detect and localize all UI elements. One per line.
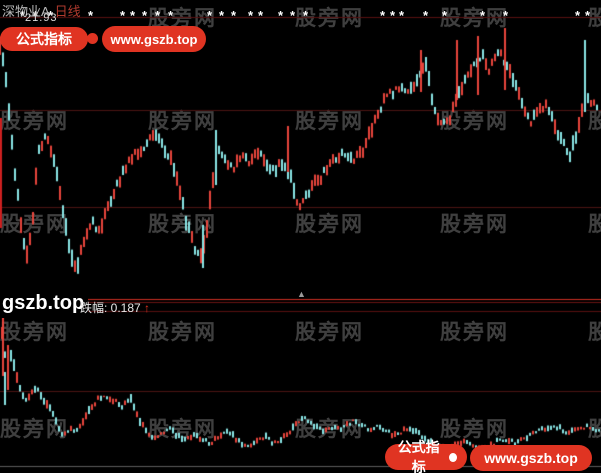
chart-title: 深物业A 日线 bbox=[2, 1, 81, 20]
site-name-label: gszb.top bbox=[0, 291, 89, 318]
formula-indicator-label: 公式指标 bbox=[397, 439, 440, 473]
red-dot-icon bbox=[87, 33, 98, 44]
site-url-badge-top[interactable]: www.gszb.top bbox=[102, 26, 206, 52]
indicator-value-label: 跌幅: 0.187 ↑ bbox=[80, 299, 150, 316]
pane-splitter-handle[interactable]: ▲ bbox=[297, 289, 306, 299]
up-arrow-icon: ↑ bbox=[144, 301, 151, 315]
site-url-badge-bottom[interactable]: www.gszb.top bbox=[470, 445, 592, 471]
stock-symbol: 深物业A bbox=[2, 4, 49, 19]
formula-indicator-badge-bottom[interactable]: 公式指标 bbox=[385, 439, 467, 473]
price-value: 21.93 bbox=[25, 12, 58, 24]
indicator-text: 跌幅: 0.187 bbox=[80, 301, 141, 315]
formula-indicator-badge-top[interactable]: 公式指标 bbox=[0, 27, 88, 51]
period-label: 日线 bbox=[54, 4, 81, 19]
white-dot-icon bbox=[449, 452, 457, 462]
